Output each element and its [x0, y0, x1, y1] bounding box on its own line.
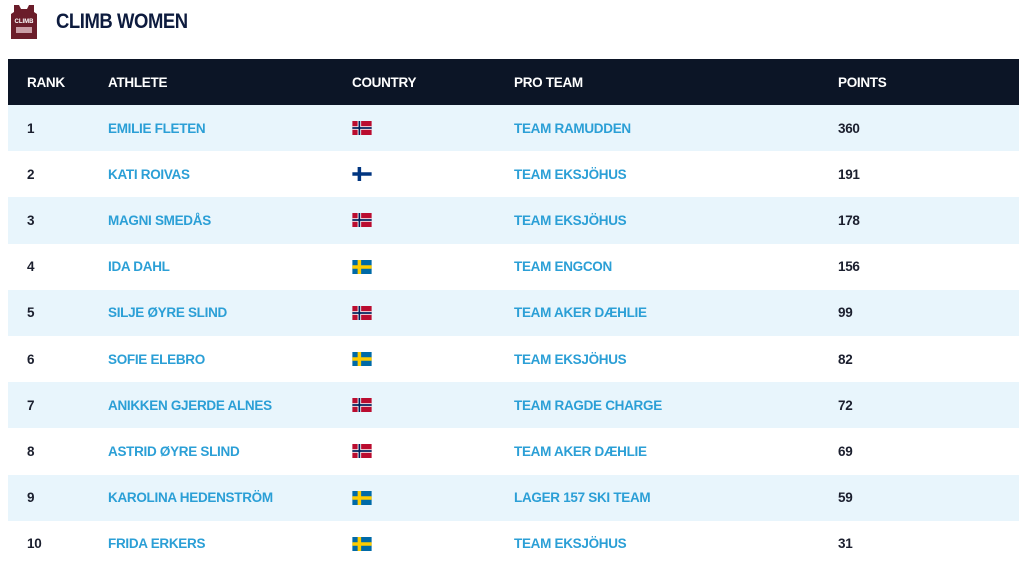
country-cell: [352, 289, 514, 336]
team-link[interactable]: TEAM EKSJÖHUS: [514, 536, 627, 552]
country-cell: [352, 474, 514, 521]
team-link[interactable]: TEAM AKER DÆHLIE: [514, 289, 838, 336]
athlete-link[interactable]: SILJE ØYRE SLIND: [108, 289, 352, 336]
header: CLIMB CLIMB WOMEN: [10, 3, 206, 41]
table-body: 1 EMILIE FLETEN TEAM RAMUDDEN 360 2 KATI ROIV…: [8, 105, 1019, 567]
country-cell: [352, 336, 514, 382]
rank-cell: 7: [8, 382, 108, 429]
country-flag: [352, 121, 372, 136]
athlete-link[interactable]: FRIDA ERKERS: [108, 536, 206, 552]
athlete-link[interactable]: EMILIE FLETEN: [108, 105, 352, 152]
country-flag: [352, 444, 372, 459]
points-cell: 59: [838, 474, 1019, 521]
icon-text: CLIMB: [15, 19, 35, 25]
country-cell: [352, 521, 514, 567]
points-cell: 69: [838, 443, 853, 459]
country-cell: [352, 382, 514, 429]
athlete-link[interactable]: ANIKKEN GJERDE ALNES: [108, 382, 352, 429]
points-cell: 156: [838, 259, 860, 275]
country-cell: [352, 151, 514, 197]
table-row: 9 KAROLINA HEDENSTRÖM LAGER 157 SKI TEAM 59: [8, 474, 1019, 521]
header-row: RANK ATHLETE COUNTRY PRO TEAM POINTS: [8, 59, 1019, 105]
country-flag: [352, 398, 372, 413]
athlete-link[interactable]: MAGNI SMEDÅS: [108, 197, 352, 244]
team-link[interactable]: TEAM RAGDE CHARGE: [514, 382, 838, 429]
column-header: ATHLETE: [108, 59, 352, 105]
rank-cell: 9: [8, 474, 108, 521]
category-icon: CLIMB: [11, 5, 37, 39]
team-link[interactable]: TEAM EKSJÖHUS: [514, 197, 838, 244]
table-row: 5 SILJE ØYRE SLIND TEAM AKER DÆHLIE 99: [8, 289, 1019, 336]
team-link[interactable]: TEAM RAMUDDEN: [514, 105, 838, 152]
country-flag: [352, 536, 372, 551]
column-header: RANK: [8, 59, 108, 105]
athlete-link[interactable]: KATI ROIVAS: [108, 166, 190, 182]
country-cell: [352, 428, 514, 474]
team-link[interactable]: TEAM ENGCON: [514, 259, 612, 275]
points-cell: 99: [838, 289, 1019, 336]
table-row: 10 FRIDA ERKERS TEAM EKSJÖHUS 31: [8, 521, 1019, 567]
rank-cell: 5: [8, 289, 108, 336]
rank-cell: 10: [27, 536, 42, 552]
table-row: 2 KATI ROIVAS TEAM EKSJÖHUS 191: [8, 151, 1019, 197]
country-cell: [352, 105, 514, 152]
standings-table: RANK ATHLETE COUNTRY PRO TEAM POINTS 1 EM…: [8, 59, 1019, 567]
rank-cell: 2: [27, 166, 35, 182]
column-header: POINTS: [838, 59, 1019, 105]
table-row: 1 EMILIE FLETEN TEAM RAMUDDEN 360: [8, 105, 1019, 152]
table-row: 3 MAGNI SMEDÅS TEAM EKSJÖHUS 178: [8, 197, 1019, 244]
country-cell: [352, 244, 514, 290]
athlete-link[interactable]: IDA DAHL: [108, 259, 170, 275]
country-flag: [352, 213, 372, 228]
athlete-link[interactable]: SOFIE ELEBRO: [108, 351, 205, 367]
rank-cell: 6: [27, 351, 35, 367]
points-cell: 360: [838, 105, 1019, 152]
points-cell: 191: [838, 166, 860, 182]
table-row: 8 ASTRID ØYRE SLIND TEAM AKER DÆHLIE 69: [8, 428, 1019, 474]
country-flag: [352, 167, 372, 182]
rank-cell: 1: [8, 105, 108, 152]
country-flag: [352, 259, 372, 274]
table-head: RANK ATHLETE COUNTRY PRO TEAM POINTS: [8, 59, 1019, 105]
team-link[interactable]: TEAM EKSJÖHUS: [514, 166, 627, 182]
table-row: 7 ANIKKEN GJERDE ALNES TEAM RAGDE CHARGE 72: [8, 382, 1019, 429]
team-link[interactable]: TEAM AKER DÆHLIE: [514, 443, 647, 459]
country-flag: [352, 352, 372, 367]
athlete-link[interactable]: ASTRID ØYRE SLIND: [108, 443, 240, 459]
country-cell: [352, 197, 514, 244]
table-row: 4 IDA DAHL TEAM ENGCON 156: [8, 244, 1019, 290]
table-row: 6 SOFIE ELEBRO TEAM EKSJÖHUS 82: [8, 336, 1019, 382]
points-cell: 31: [838, 536, 853, 552]
points-cell: 82: [838, 351, 853, 367]
rank-cell: 8: [27, 443, 35, 459]
country-flag: [352, 490, 372, 505]
points-cell: 72: [838, 382, 1019, 429]
column-header: PRO TEAM: [514, 59, 838, 105]
athlete-link[interactable]: KAROLINA HEDENSTRÖM: [108, 474, 352, 521]
points-cell: 178: [838, 197, 1019, 244]
team-link[interactable]: LAGER 157 SKI TEAM: [514, 474, 838, 521]
country-flag: [352, 305, 372, 320]
page-title: CLIMB WOMEN: [56, 10, 188, 33]
rank-cell: 3: [8, 197, 108, 244]
team-link[interactable]: TEAM EKSJÖHUS: [514, 351, 627, 367]
column-header: COUNTRY: [352, 59, 514, 105]
rank-cell: 4: [27, 259, 35, 275]
